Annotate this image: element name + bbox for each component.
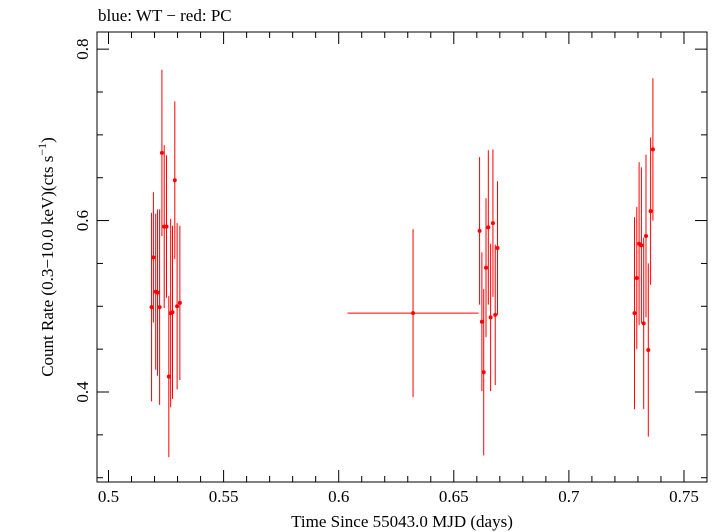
data-point [634,276,639,280]
data-point [149,305,154,310]
data-point [164,224,169,229]
x-tick-label: 0.7 [558,487,580,506]
data-point [648,209,653,214]
data-point [151,255,156,260]
data-point [411,311,416,316]
y-axis-label: Count Rate (0.3−10.0 keV)(cts s−1) [35,137,57,377]
plot-frame [96,31,708,483]
x-tick-label: 0.6 [328,487,349,506]
x-tick-label: 0.65 [439,487,469,506]
y-tick-label: 0.4 [73,381,92,403]
data-point [157,305,162,310]
data-point [484,265,489,270]
data-point [175,304,180,309]
error-bars [151,69,654,458]
x-axis-label: Time Since 55043.0 MJD (days) [291,512,513,531]
y-tick-label: 0.8 [73,39,92,60]
y-tick-labels: 0.4 0.6 0.8 [73,39,92,403]
axis-ticks [97,32,708,482]
data-point [155,290,160,295]
data-point [639,243,644,248]
data-point [650,147,655,152]
data-point [486,225,491,230]
data-point [493,312,498,317]
data-point [490,221,495,226]
data-point [646,348,651,352]
data-point [166,374,171,379]
data-points [149,147,655,379]
x-tick-label: 0.75 [669,487,699,506]
data-point [177,300,182,305]
data-point [632,311,637,316]
data-point [488,315,493,320]
data-point [481,370,486,375]
data-point [170,310,175,315]
x-tick-labels: 0.5 0.55 0.6 0.65 0.7 0.75 [98,487,699,506]
x-tick-label: 0.55 [209,487,239,506]
data-point [495,246,500,250]
data-point [479,319,484,324]
x-tick-label: 0.5 [98,487,119,506]
y-tick-label: 0.6 [73,210,92,231]
data-point [477,228,482,233]
data-point [159,150,164,155]
chart-title: blue: WT − red: PC [98,6,232,25]
data-point [644,234,648,238]
data-point [641,321,646,326]
data-point [172,178,177,183]
